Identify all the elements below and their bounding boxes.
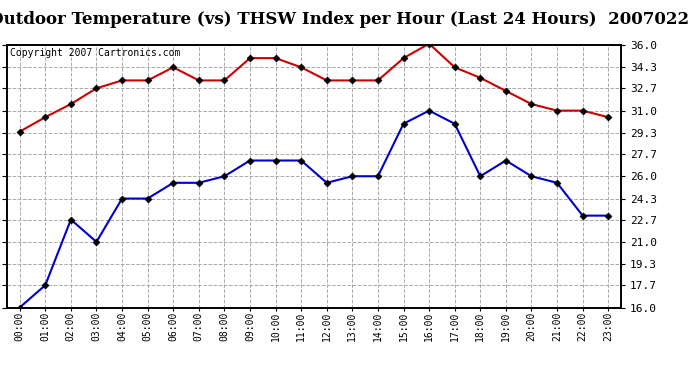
Text: Copyright 2007 Cartronics.com: Copyright 2007 Cartronics.com [10, 48, 180, 58]
Text: Outdoor Temperature (vs) THSW Index per Hour (Last 24 Hours)  20070225: Outdoor Temperature (vs) THSW Index per … [0, 11, 690, 28]
